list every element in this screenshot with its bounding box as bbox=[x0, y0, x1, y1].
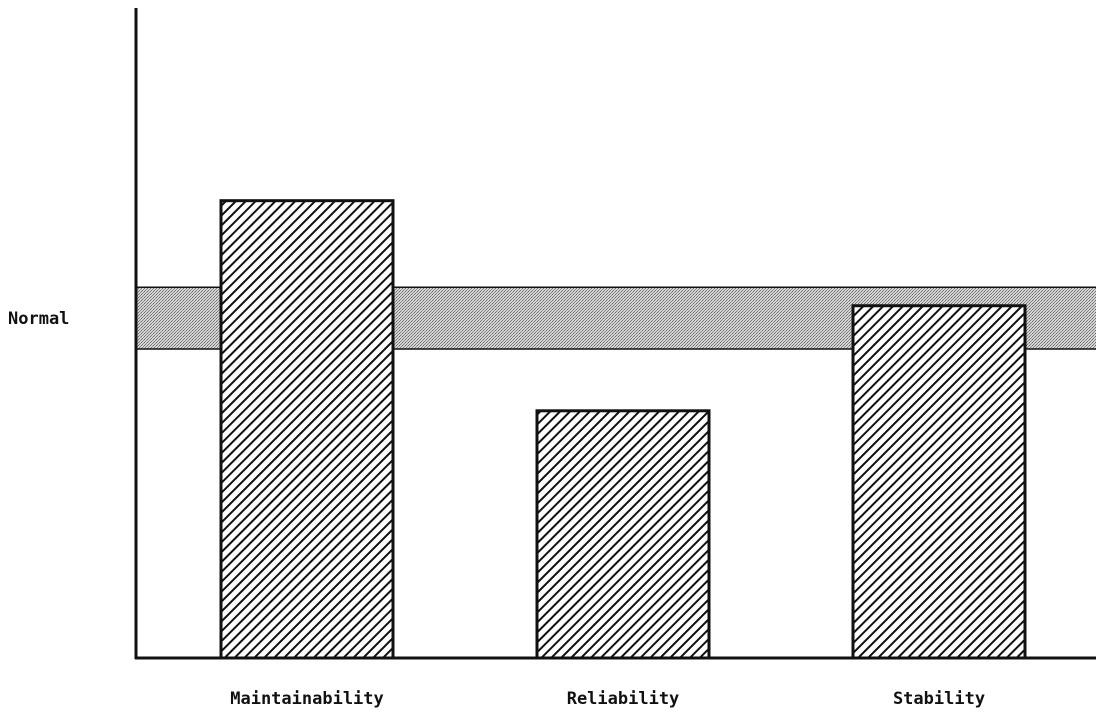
bar-maintainability bbox=[221, 201, 393, 658]
bar-series bbox=[221, 201, 1025, 658]
bar-stability bbox=[853, 306, 1025, 658]
category-label-maintainability: Maintainability bbox=[230, 689, 384, 709]
category-labels: Maintainability Reliability Stability bbox=[230, 689, 985, 709]
bar-reliability bbox=[537, 411, 709, 658]
category-label-reliability: Reliability bbox=[567, 689, 680, 709]
category-label-stability: Stability bbox=[893, 689, 985, 709]
normal-range-label: Normal bbox=[8, 309, 69, 329]
